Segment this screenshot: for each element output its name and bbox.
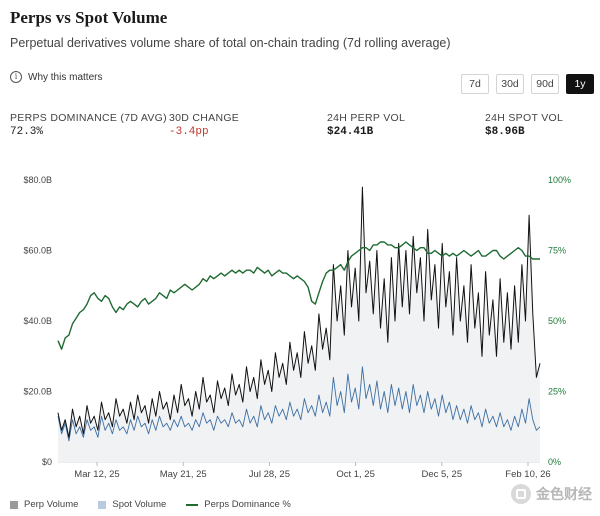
metric-value: $24.41B <box>327 126 374 138</box>
metric-value: -3.4pp <box>169 126 209 138</box>
info-icon: i <box>10 71 22 83</box>
y-left-tick-label: $0 <box>42 457 52 467</box>
legend-swatch <box>98 500 107 509</box>
legend-item-spot[interactable]: Spot Volume <box>98 499 166 510</box>
range-selector: 7d 30d 90d 1y <box>461 74 594 94</box>
perp-volume-line <box>57 186 541 438</box>
y-left-tick-label: $40.0B <box>23 316 52 326</box>
metric-label: PERPS DOMINANCE (7D AVG) <box>10 112 167 124</box>
watermark-logo-icon <box>511 484 531 504</box>
chart-legend: Perp Volume Spot Volume Perps Dominance … <box>10 499 291 510</box>
legend-item-dominance[interactable]: Perps Dominance % <box>186 499 291 510</box>
legend-label: Spot Volume <box>112 499 167 510</box>
watermark-text: 金色财经 <box>536 486 592 502</box>
y-right-tick-label: 100% <box>548 175 571 185</box>
y-left-tick-label: $20.0B <box>23 387 52 397</box>
metric-value: $8.96B <box>485 126 525 138</box>
metric-24h-spot-vol: 24H SPOT VOL $8.96B <box>485 112 563 138</box>
why-this-matters-label: Why this matters <box>28 71 103 83</box>
range-button-7d[interactable]: 7d <box>461 74 489 94</box>
range-button-1y[interactable]: 1y <box>566 74 594 94</box>
page-title: Perps vs Spot Volume <box>10 8 168 27</box>
metric-24h-perp-vol: 24H PERP VOL $24.41B <box>327 112 405 138</box>
legend-swatch <box>186 503 199 506</box>
x-tick-label: May 21, 25 <box>160 469 207 480</box>
metric-perps-dominance: PERPS DOMINANCE (7D AVG) 72.3% <box>10 112 167 138</box>
metric-label: 30D CHANGE <box>169 112 240 124</box>
why-this-matters-link[interactable]: i Why this matters <box>10 71 102 83</box>
x-tick-label: Jul 28, 25 <box>249 469 290 480</box>
y-right-tick-label: 0% <box>548 457 561 467</box>
x-tick-label: Oct 1, 25 <box>336 469 375 480</box>
x-tick-label: Feb 10, 26 <box>505 469 550 480</box>
legend-label: Perp Volume <box>24 499 79 510</box>
y-left-tick-label: $80.0B <box>23 175 52 185</box>
y-left-tick-label: $60.0B <box>23 246 52 256</box>
perp-volume-area <box>58 187 540 462</box>
spot-volume-line <box>57 366 541 442</box>
y-right-tick-label: 75% <box>548 246 566 256</box>
volume-chart: $0 $20.0B $40.0B $60.0B $80.0B 0% 25% 50% 75% 100… <box>23 175 571 480</box>
y-right-tick-label: 25% <box>548 387 566 397</box>
range-button-30d[interactable]: 30d <box>496 74 524 94</box>
x-tick-label: Mar 12, 25 <box>74 469 119 480</box>
metric-value: 72.3% <box>10 126 44 138</box>
metric-label: 24H SPOT VOL <box>485 112 564 124</box>
legend-label: Perps Dominance % <box>204 499 291 510</box>
y-right-tick-label: 50% <box>548 316 566 326</box>
watermark: 金色财经 <box>511 484 592 504</box>
page-subtitle: Perpetual derivatives volume share of to… <box>10 36 451 50</box>
x-tick-label: Dec 5, 25 <box>421 469 462 480</box>
legend-swatch <box>10 500 18 509</box>
metric-label: 24H PERP VOL <box>327 112 406 124</box>
legend-item-perp[interactable]: Perp Volume <box>10 499 78 510</box>
range-button-90d[interactable]: 90d <box>531 74 559 94</box>
metric-30d-change: 30D CHANGE -3.4pp <box>169 112 239 138</box>
perps-dominance-line <box>57 241 540 350</box>
